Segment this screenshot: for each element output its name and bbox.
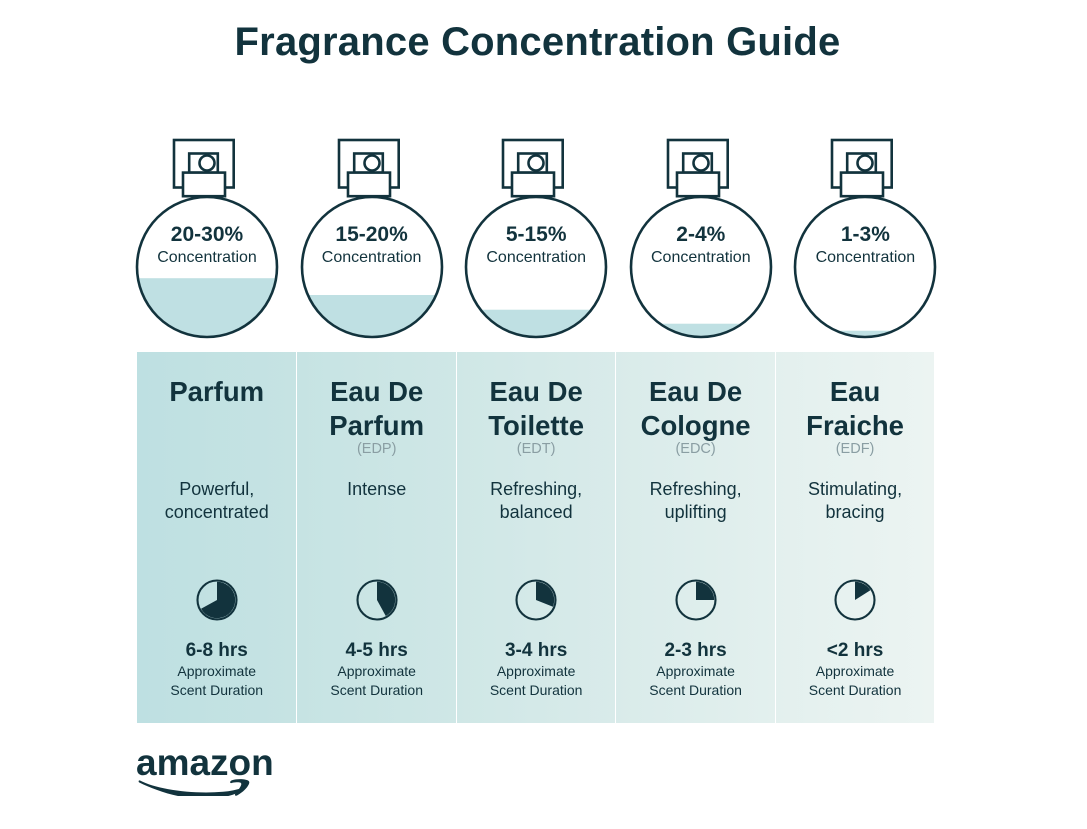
svg-text:amazon: amazon bbox=[136, 742, 274, 783]
